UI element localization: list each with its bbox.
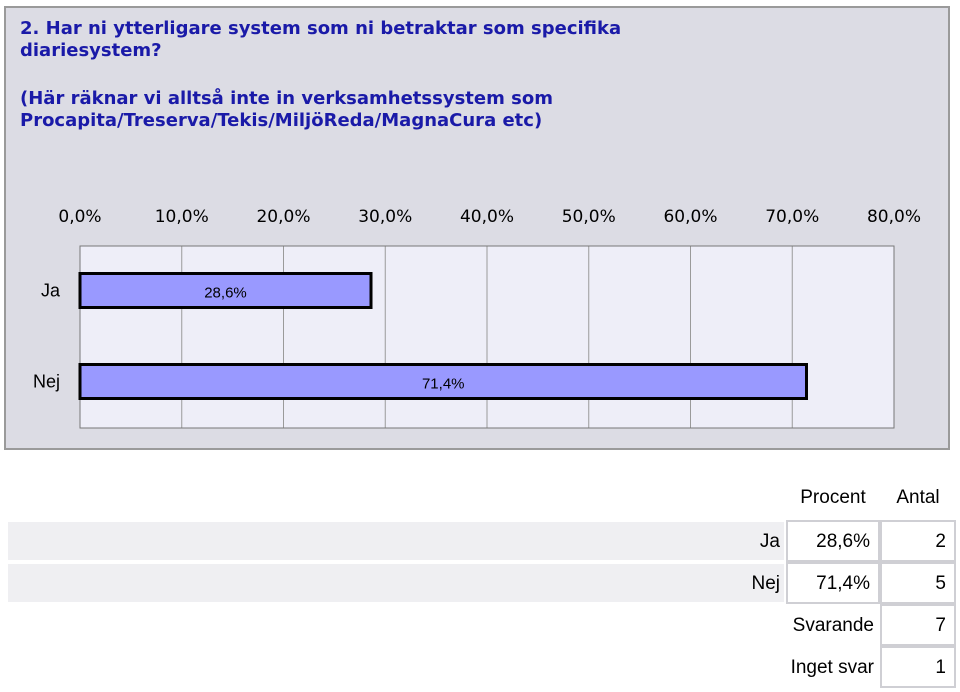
question-title-line: diariesystem?: [20, 40, 162, 61]
summary-count-inget-svar: 1: [880, 646, 956, 688]
table-header-procent: Procent: [786, 478, 880, 520]
data-label: 28,6%: [204, 285, 247, 302]
x-tick-label: 50,0%: [562, 207, 616, 227]
question-title-line: 2. Har ni ytterligare system som ni betr…: [20, 18, 622, 39]
summary-label-svarande: Svarande: [792, 615, 874, 636]
x-tick-label: 60,0%: [663, 207, 717, 227]
x-tick-label: 40,0%: [460, 207, 514, 227]
question-note-line: (Här räknar vi alltså inte in verksamhet…: [20, 88, 553, 109]
summary-count-svarande: 7: [880, 604, 956, 646]
summary-label-inget-svar: Inget svar: [790, 657, 874, 678]
question-title: 2. Har ni ytterligare system som ni betr…: [20, 18, 621, 62]
x-tick-label: 80,0%: [867, 207, 921, 227]
table-cell-percent-nej: 71,4%: [786, 562, 880, 604]
table-cell-count-ja: 2: [880, 520, 956, 562]
x-tick-label: 70,0%: [765, 207, 819, 227]
bar-ja: [78, 272, 373, 309]
bar-nej: [78, 363, 808, 400]
category-label: Nej: [33, 372, 60, 392]
data-label: 71,4%: [422, 376, 465, 393]
x-tick-label: 10,0%: [155, 207, 209, 227]
table-row-bar-nej: [6, 562, 786, 604]
table-row-label-nej: Nej: [751, 573, 780, 594]
plot-border: [79, 245, 895, 429]
question-note: (Här räknar vi alltså inte in verksamhet…: [20, 88, 553, 132]
x-tick-label: 30,0%: [358, 207, 412, 227]
table-header-antal: Antal: [880, 478, 956, 520]
table-cell-count-nej: 5: [880, 562, 956, 604]
table-row-label-ja: Ja: [759, 531, 780, 552]
bar-chart: 0,0% 10,0% 20,0% 30,0% 40,0% 50,0% 60,0% 70,0% 8…: [33, 207, 921, 429]
table-row-bar-ja: [6, 520, 786, 562]
question-note-line: Procapita/Treserva/Tekis/MiljöReda/Magna…: [20, 110, 543, 131]
x-tick-label: 0,0%: [58, 207, 101, 227]
x-tick-label: 20,0%: [256, 207, 310, 227]
table-cell-percent-ja: 28,6%: [786, 520, 880, 562]
category-label: Ja: [41, 281, 61, 301]
